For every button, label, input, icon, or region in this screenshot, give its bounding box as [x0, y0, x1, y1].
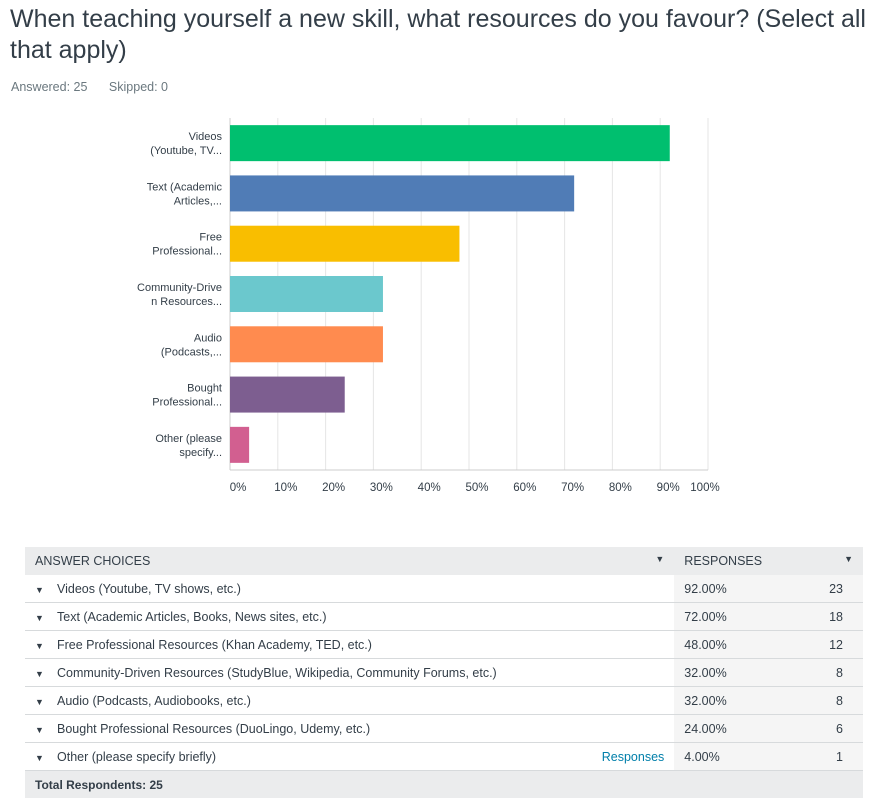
- answer-choice-label: Audio (Podcasts, Audiobooks, etc.): [57, 693, 251, 708]
- responses-header[interactable]: RESPONSES ▼: [674, 547, 863, 575]
- table-row: ▼ Audio (Podcasts, Audiobooks, etc.) 32.00…: [25, 686, 863, 715]
- table-row: ▼ Other (please specify briefly) Responses…: [25, 742, 863, 771]
- response-percent: 92.00%: [674, 575, 786, 603]
- response-percent: 32.00%: [674, 658, 786, 687]
- response-meta: Answered: 25 Skipped: 0: [11, 80, 186, 94]
- category-label: (Youtube, TV...: [150, 145, 222, 157]
- answer-choice-label: Community-Driven Resources (StudyBlue, W…: [57, 665, 497, 680]
- bar: [230, 376, 345, 413]
- expand-caret-icon[interactable]: ▼: [35, 724, 44, 735]
- sort-caret-icon[interactable]: ▼: [655, 554, 665, 564]
- response-percent: 4.00%: [674, 742, 786, 771]
- answered-count: Answered: 25: [11, 80, 88, 94]
- answer-choice-label: Text (Academic Articles, Books, News sit…: [57, 609, 327, 624]
- response-count: 23: [785, 575, 863, 603]
- category-label: (Podcasts,...: [161, 346, 222, 358]
- total-respondents: Total Respondents: 25: [25, 770, 863, 798]
- expand-caret-icon[interactable]: ▼: [35, 752, 44, 763]
- x-tick-label: 10%: [274, 482, 297, 494]
- response-percent: 24.00%: [674, 714, 786, 743]
- answer-choice-cell: ▼ Free Professional Resources (Khan Acade…: [25, 630, 675, 659]
- responses-link[interactable]: Responses: [601, 749, 665, 764]
- x-tick-label: 30%: [370, 482, 393, 494]
- total-row: Total Respondents: 25: [25, 770, 863, 798]
- answer-choice-cell: ▼ Bought Professional Resources (DuoLingo…: [25, 714, 675, 743]
- table-row: ▼ Bought Professional Resources (DuoLingo…: [25, 714, 863, 743]
- bar: [230, 225, 460, 262]
- answer-choices-header[interactable]: ANSWER CHOICES ▼: [25, 547, 675, 575]
- x-tick-label: 0%: [230, 482, 247, 494]
- bar: [230, 125, 670, 162]
- expand-caret-icon[interactable]: ▼: [35, 584, 44, 595]
- x-tick-label: 70%: [561, 482, 584, 494]
- x-tick-label: 40%: [418, 482, 441, 494]
- skipped-count: Skipped: 0: [108, 80, 168, 94]
- response-count: 12: [785, 630, 863, 659]
- answer-choice-label: Bought Professional Resources (DuoLingo,…: [57, 721, 371, 736]
- category-label: Other (please: [155, 433, 222, 445]
- category-label: Professional...: [152, 397, 222, 409]
- response-count: 8: [785, 686, 863, 715]
- sort-caret-icon[interactable]: ▼: [844, 554, 853, 564]
- expand-caret-icon[interactable]: ▼: [35, 696, 44, 707]
- expand-caret-icon[interactable]: ▼: [35, 640, 44, 651]
- answer-choice-label: Other (please specify briefly): [57, 749, 217, 764]
- table-row: ▼ Text (Academic Articles, Books, News si…: [25, 602, 863, 631]
- x-tick-label: 60%: [513, 482, 536, 494]
- answer-choice-cell: ▼ Videos (Youtube, TV shows, etc.): [25, 575, 675, 603]
- question-title: When teaching yourself a new skill, what…: [10, 5, 866, 64]
- x-tick-label: 100%: [690, 482, 719, 494]
- category-label: n Resources...: [151, 296, 222, 308]
- x-tick-label: 20%: [322, 482, 345, 494]
- category-label: Community-Drive: [137, 282, 222, 294]
- x-tick-label: 90%: [657, 482, 680, 494]
- x-tick-label: 80%: [609, 482, 632, 494]
- answer-table: ANSWER CHOICES ▼ RESPONSES ▼ ▼ Videos (Yo…: [25, 547, 863, 798]
- category-label: Articles,...: [174, 195, 222, 207]
- category-label: Text (Academic: [147, 181, 223, 193]
- category-label: Free: [199, 232, 222, 244]
- response-count: 8: [785, 658, 863, 687]
- response-percent: 72.00%: [674, 602, 786, 631]
- table-row: ▼ Videos (Youtube, TV shows, etc.) 92.00% 2…: [25, 575, 863, 603]
- category-label: Bought: [187, 383, 222, 395]
- response-percent: 48.00%: [674, 630, 786, 659]
- category-label: Audio: [194, 332, 222, 344]
- table-row: ▼ Community-Driven Resources (StudyBlue, …: [25, 658, 863, 687]
- answer-choice-cell: ▼ Text (Academic Articles, Books, News si…: [25, 602, 675, 631]
- answer-choice-cell: ▼ Community-Driven Resources (StudyBlue, …: [25, 658, 675, 687]
- bar-chart: 0% 10% 20% 30% 40% 50% 60% 70% 80% 90% 100% Videos (…: [137, 118, 720, 494]
- bar: [230, 326, 383, 363]
- x-tick-label: 50%: [465, 482, 488, 494]
- category-label: Professional...: [152, 246, 222, 258]
- expand-caret-icon[interactable]: ▼: [35, 612, 44, 623]
- bar: [230, 276, 383, 312]
- response-count: 6: [785, 714, 863, 743]
- bar: [230, 426, 250, 463]
- category-label: Videos: [189, 131, 223, 143]
- category-label: specify...: [179, 447, 222, 459]
- table-row: ▼ Free Professional Resources (Khan Acade…: [25, 630, 863, 659]
- response-count: 18: [785, 602, 863, 631]
- answer-choice-label: Free Professional Resources (Khan Academ…: [57, 637, 372, 652]
- response-count: 1: [785, 742, 863, 771]
- table-header-row: ANSWER CHOICES ▼ RESPONSES ▼: [25, 547, 863, 575]
- response-percent: 32.00%: [674, 686, 786, 715]
- answer-choice-cell: ▼ Audio (Podcasts, Audiobooks, etc.): [25, 686, 675, 715]
- answer-choice-cell: ▼ Other (please specify briefly) Responses: [25, 742, 675, 771]
- answer-choice-label: Videos (Youtube, TV shows, etc.): [57, 581, 241, 596]
- expand-caret-icon[interactable]: ▼: [35, 668, 44, 679]
- bar: [230, 175, 575, 212]
